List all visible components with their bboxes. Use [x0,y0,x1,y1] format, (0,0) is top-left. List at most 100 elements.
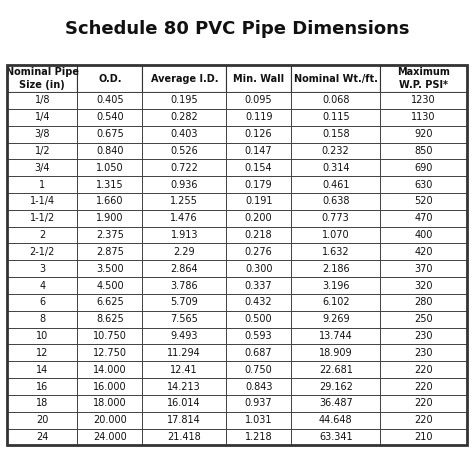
Text: 44.648: 44.648 [319,415,353,425]
Bar [77,328,142,344]
Text: 210: 210 [414,432,433,442]
Bar [380,294,467,311]
Text: Min. Wall: Min. Wall [233,74,284,84]
Bar [7,243,77,260]
Text: 3/8: 3/8 [35,129,50,139]
Bar [77,344,142,361]
Text: 1.070: 1.070 [322,230,349,240]
Bar [142,109,226,126]
Text: 17.814: 17.814 [167,415,201,425]
Bar [142,311,226,328]
Bar [226,429,291,445]
Text: 2.375: 2.375 [96,230,124,240]
Text: 22.681: 22.681 [319,365,353,374]
Bar [291,210,380,227]
Bar [142,277,226,294]
Bar [291,378,380,395]
Bar [77,92,142,109]
Bar [77,126,142,142]
Text: O.D.: O.D. [98,74,122,84]
Text: Nominal Pipe
Size (in): Nominal Pipe Size (in) [6,67,79,90]
Text: 1.031: 1.031 [245,415,273,425]
Bar [142,126,226,142]
Text: 1130: 1130 [411,112,436,122]
Text: 13.744: 13.744 [319,331,353,341]
Bar [77,193,142,210]
Text: 850: 850 [414,146,433,156]
Bar [77,109,142,126]
Bar [142,243,226,260]
Text: 0.158: 0.158 [322,129,349,139]
Text: 320: 320 [414,281,433,291]
Text: 470: 470 [414,213,433,223]
Bar [380,65,467,92]
Text: 1.913: 1.913 [171,230,198,240]
Bar [380,243,467,260]
Text: 1/4: 1/4 [35,112,50,122]
Text: 9.269: 9.269 [322,314,349,324]
Bar [142,328,226,344]
Text: Nominal Wt./ft.: Nominal Wt./ft. [294,74,378,84]
Text: 0.500: 0.500 [245,314,273,324]
Text: 0.840: 0.840 [96,146,124,156]
Bar [291,294,380,311]
Bar [77,210,142,227]
Text: 0.461: 0.461 [322,180,349,189]
Text: 5.709: 5.709 [170,297,198,308]
Text: 3.500: 3.500 [96,264,124,274]
Text: 690: 690 [414,163,433,173]
Bar [7,92,77,109]
Text: 1.050: 1.050 [96,163,124,173]
Bar [226,210,291,227]
Text: 0.540: 0.540 [96,112,124,122]
Bar [226,294,291,311]
Text: 18.909: 18.909 [319,348,353,358]
Text: 3: 3 [39,264,46,274]
Bar [7,429,77,445]
Text: 0.687: 0.687 [245,348,273,358]
Text: 0.218: 0.218 [245,230,273,240]
Text: 0.179: 0.179 [245,180,273,189]
Bar [77,277,142,294]
Bar [226,361,291,378]
Text: 0.722: 0.722 [170,163,198,173]
Bar [226,344,291,361]
Bar [7,159,77,176]
Text: 63.341: 63.341 [319,432,353,442]
Bar [7,142,77,159]
Bar [7,344,77,361]
Text: 0.119: 0.119 [245,112,273,122]
Bar [380,361,467,378]
Text: 920: 920 [414,129,433,139]
Text: 1.218: 1.218 [245,432,273,442]
Text: 6.102: 6.102 [322,297,349,308]
Text: 0.337: 0.337 [245,281,273,291]
Text: 0.936: 0.936 [171,180,198,189]
Bar [226,227,291,243]
Text: 520: 520 [414,196,433,207]
Text: 16: 16 [36,382,48,392]
Bar [142,260,226,277]
Text: 1-1/2: 1-1/2 [30,213,55,223]
Text: 12.41: 12.41 [171,365,198,374]
Bar [77,412,142,429]
Bar [142,65,226,92]
Text: 220: 220 [414,365,433,374]
Bar [7,328,77,344]
Bar [291,92,380,109]
Bar [77,227,142,243]
Text: 0.843: 0.843 [245,382,273,392]
Bar [380,227,467,243]
Bar [226,277,291,294]
Text: 0.403: 0.403 [171,129,198,139]
Text: 280: 280 [414,297,433,308]
Bar [380,378,467,395]
Text: 36.487: 36.487 [319,398,353,408]
Bar [291,243,380,260]
Bar [226,395,291,412]
Text: 29.162: 29.162 [319,382,353,392]
Text: 3.196: 3.196 [322,281,349,291]
Bar [142,294,226,311]
Bar [7,294,77,311]
Text: 6.625: 6.625 [96,297,124,308]
